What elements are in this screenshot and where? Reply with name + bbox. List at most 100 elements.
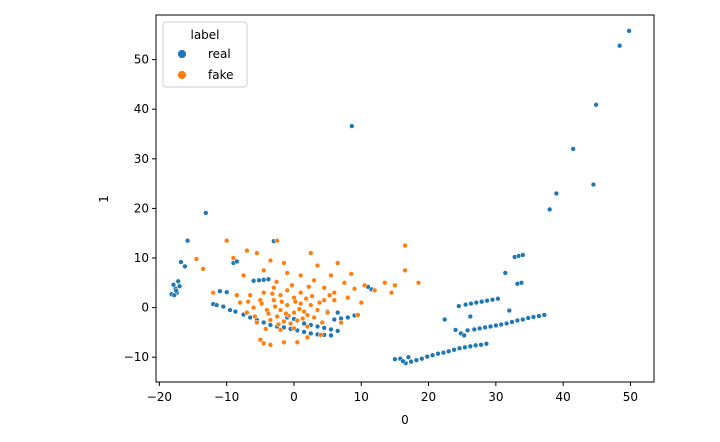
point-real [331,316,337,323]
point-fake [306,284,312,290]
legend-marker-fake [177,70,187,80]
point-real [493,322,499,329]
point-fake [247,292,253,298]
point-fake [284,302,290,308]
point-fake [392,282,398,288]
point-fake [263,326,269,332]
point-fake [301,308,307,315]
point-real [478,342,484,348]
point-fake [291,325,297,332]
point-real [267,322,274,328]
point-fake [267,317,274,323]
point-fake [261,267,267,274]
point-real [506,307,512,314]
point-fake [348,271,354,277]
point-fake [277,327,284,333]
point-fake [245,299,251,305]
point-real [464,327,471,334]
point-real [392,356,398,362]
point-real [520,252,526,258]
point-real [250,278,257,284]
point-fake [230,255,237,261]
point-fake [415,280,422,286]
point-fake [257,337,263,343]
point-real [536,313,542,319]
point-fake [328,272,334,279]
point-fake [372,287,378,293]
point-fake [300,315,306,322]
point-fake [294,339,300,345]
point-fake [388,290,395,296]
point-fake [308,302,314,308]
point-fake [351,286,358,292]
point-real [321,325,327,331]
y-tick-label: 10 [134,251,149,265]
point-fake [382,280,388,286]
point-fake [265,310,272,317]
point-fake [261,340,267,346]
y-tick-label: 50 [134,53,149,67]
point-real [498,321,504,328]
point-real [593,102,599,108]
point-fake [284,287,290,293]
point-fake [240,272,247,279]
point-real [224,289,230,295]
y-tick-label: 30 [134,152,149,166]
point-fake [244,247,250,254]
legend-label-real: real [208,47,231,61]
point-fake [274,238,280,244]
point-real [514,317,521,324]
point-real [213,302,220,308]
point-fake [259,300,265,307]
point-real [530,314,537,320]
point-fake [275,321,282,328]
point-fake [298,272,304,279]
point-real [232,308,239,315]
point-fake [210,290,216,296]
point-fake [277,292,284,298]
point-fake [289,282,295,288]
point-real [301,329,307,335]
point-fake [298,300,304,307]
point-fake [296,306,302,312]
point-real [170,282,177,288]
point-real [471,326,477,333]
point-real [413,357,420,363]
point-fake [271,285,277,291]
point-fake [321,285,327,291]
point-fake [254,250,260,256]
point-real [456,303,462,309]
point-real [626,28,632,34]
point-real [184,238,191,244]
x-tick-label: 40 [556,390,571,404]
point-real [171,292,177,298]
point-real [451,347,457,353]
point-real [487,323,494,330]
point-fake [341,280,348,286]
point-real [328,332,334,339]
plot-frame [155,14,655,383]
x-tick-label: 10 [354,390,369,404]
point-real [514,281,521,287]
point-real [617,43,623,49]
point-fake [273,279,280,285]
point-fake [335,260,341,266]
point-real [345,314,351,321]
point-real [547,206,553,213]
point-fake [237,299,243,306]
point-fake [311,314,317,321]
point-real [256,277,262,283]
point-real [419,356,425,362]
point-fake [261,290,267,296]
point-real [424,354,430,360]
y-tick-label: −10 [124,350,149,364]
legend-title: label [190,28,219,42]
point-real [483,341,490,347]
point-real [220,303,226,310]
point-fake [271,297,277,303]
point-real [541,312,547,318]
point-fake [267,257,274,264]
point-real [473,342,479,348]
point-fake [294,317,300,324]
point-real [400,358,406,364]
